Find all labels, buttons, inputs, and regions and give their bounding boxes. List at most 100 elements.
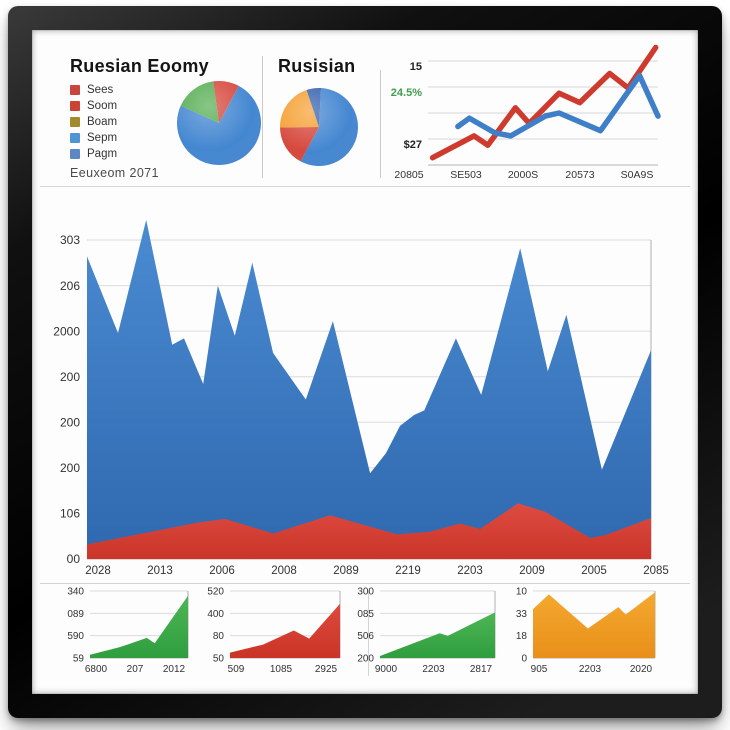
orange-area-series xyxy=(533,592,655,658)
y-tick-label: 50 xyxy=(213,654,225,665)
y-tick-label: 085 xyxy=(357,609,374,620)
x-tick-label: 2000S xyxy=(508,169,538,181)
pie-chart-left xyxy=(154,58,284,188)
y-tick-label: 0 xyxy=(521,654,527,665)
legend-item: Soom xyxy=(70,99,118,112)
poster-matte: Ruesian Eoomy Sees Soom Boam Sepm Pagm xyxy=(32,30,698,694)
y-tick-label: 590 xyxy=(67,631,84,642)
mini-chart-3: 300 085 506 200 9000 2203 2817 xyxy=(338,587,508,684)
mini-chart-1: 340 089 590 59 6800 207 2012 xyxy=(48,587,218,684)
dashboard-title: Ruesian Eoomy xyxy=(70,56,209,76)
footnote-label: Eeuxeom 2071 xyxy=(70,166,159,180)
x-tick-label: 2219 xyxy=(395,565,421,577)
y-tick-label: 089 xyxy=(67,609,84,620)
legend-label: Boam xyxy=(87,115,118,128)
red-line-series xyxy=(429,44,659,161)
y-tick-label: 59 xyxy=(73,654,85,665)
x-tick-label: 2012 xyxy=(163,664,186,675)
x-tick-label: 2013 xyxy=(147,565,173,577)
main-area-chart: 303 206 2000 200 200 200 106 00 2028 2013 2006 2008… xyxy=(32,215,698,595)
pie-middle-plot xyxy=(279,87,358,166)
trend-line-chart: 15 24.5% $27 20805 SE503 2000S 20573 S0A9S xyxy=(384,38,680,190)
x-tick-label: 9000 xyxy=(375,664,398,675)
legend-swatch xyxy=(70,116,80,127)
red-area-series xyxy=(230,603,340,658)
y-tick-label: 00 xyxy=(67,552,81,566)
x-tick-label: 2006 xyxy=(209,565,235,577)
x-tick-label: S0A9S xyxy=(621,169,654,181)
legend: Sees Soom Boam Sepm Pagm xyxy=(70,83,118,160)
x-tick-label: 2028 xyxy=(85,565,111,577)
x-tick-label: 6800 xyxy=(85,664,108,675)
blue-line-series xyxy=(455,72,661,139)
x-tick-label: 20805 xyxy=(394,169,423,181)
green-area-series xyxy=(90,595,188,658)
y-tick-label: 200 xyxy=(357,654,374,665)
x-tick-label: SE503 xyxy=(450,169,482,181)
section-divider-bottom xyxy=(40,583,690,584)
y-tick-label: 206 xyxy=(60,279,80,293)
y-tick-label: 10 xyxy=(516,587,528,598)
x-tick-label: 2203 xyxy=(457,565,483,577)
x-tick-label: 2203 xyxy=(422,664,445,675)
pie-shine xyxy=(280,88,358,166)
legend-label: Soom xyxy=(87,99,118,112)
y-tick-label: 80 xyxy=(213,631,225,642)
mini-divider xyxy=(368,590,369,676)
x-tick-label: 2020 xyxy=(630,664,653,675)
pie-chart-middle xyxy=(254,62,384,192)
blue-area-series xyxy=(87,219,651,559)
x-tick-label: 509 xyxy=(228,664,245,675)
x-tick-label: 1085 xyxy=(270,664,293,675)
mini-chart-2: 520 400 80 50 509 1085 2925 xyxy=(188,587,358,684)
legend-item: Boam xyxy=(70,115,118,128)
legend-swatch xyxy=(70,100,80,111)
y-tick-label: 200 xyxy=(60,461,80,475)
legend-label: Sepm xyxy=(87,131,118,144)
y-tick-label: 303 xyxy=(60,233,80,247)
legend-label: Sees xyxy=(87,83,114,96)
green-area-series xyxy=(380,612,495,658)
main-area-plot: 303 206 2000 200 200 200 106 00 2028 2013 2006 2008… xyxy=(53,219,669,577)
red-area-series xyxy=(87,503,651,559)
y-tick-label: 506 xyxy=(357,631,374,642)
x-tick-label: 2005 xyxy=(581,565,607,577)
y-tick-label: 300 xyxy=(357,587,374,598)
x-tick-label: 207 xyxy=(127,664,144,675)
legend-swatch xyxy=(70,148,80,159)
x-tick-label: 2009 xyxy=(519,565,545,577)
x-tick-label: 2203 xyxy=(579,664,602,675)
y-tick-label: 15 xyxy=(410,61,422,73)
y-tick-label: 200 xyxy=(60,370,80,384)
x-tick-label: 20573 xyxy=(565,169,594,181)
line-topright-plot: 15 24.5% $27 20805 SE503 2000S 20573 S0A9S xyxy=(391,44,661,181)
y-tick-label: 106 xyxy=(60,507,80,521)
x-tick-label: 905 xyxy=(531,664,548,675)
y-tick-label: 200 xyxy=(60,415,80,429)
y-tick-label: 400 xyxy=(207,609,224,620)
header-divider-2 xyxy=(380,70,381,178)
x-tick-label: 2008 xyxy=(271,565,297,577)
y-tick-label: 520 xyxy=(207,587,224,598)
header-divider-1 xyxy=(262,56,263,178)
y-tick-label: 18 xyxy=(516,631,528,642)
y-tick-label: $27 xyxy=(404,139,422,151)
pie-middle-title: Rusisian xyxy=(278,56,356,76)
mini-chart-4: 10 33 18 0 905 2203 2020 xyxy=(491,587,661,684)
pie-shine xyxy=(177,81,261,165)
legend-item: Pagm xyxy=(70,147,118,160)
legend-swatch xyxy=(70,132,80,143)
x-tick-label: 2817 xyxy=(470,664,493,675)
x-tick-label: 2925 xyxy=(315,664,338,675)
y-tick-label: 2000 xyxy=(53,324,80,338)
legend-swatch xyxy=(70,84,80,95)
legend-item: Sepm xyxy=(70,131,118,144)
y-tick-label: 24.5% xyxy=(391,87,422,99)
legend-label: Pagm xyxy=(87,147,118,160)
pie-left-plot xyxy=(176,81,261,166)
mini-4-plot: 10 33 18 0 905 2203 2020 xyxy=(516,587,656,675)
